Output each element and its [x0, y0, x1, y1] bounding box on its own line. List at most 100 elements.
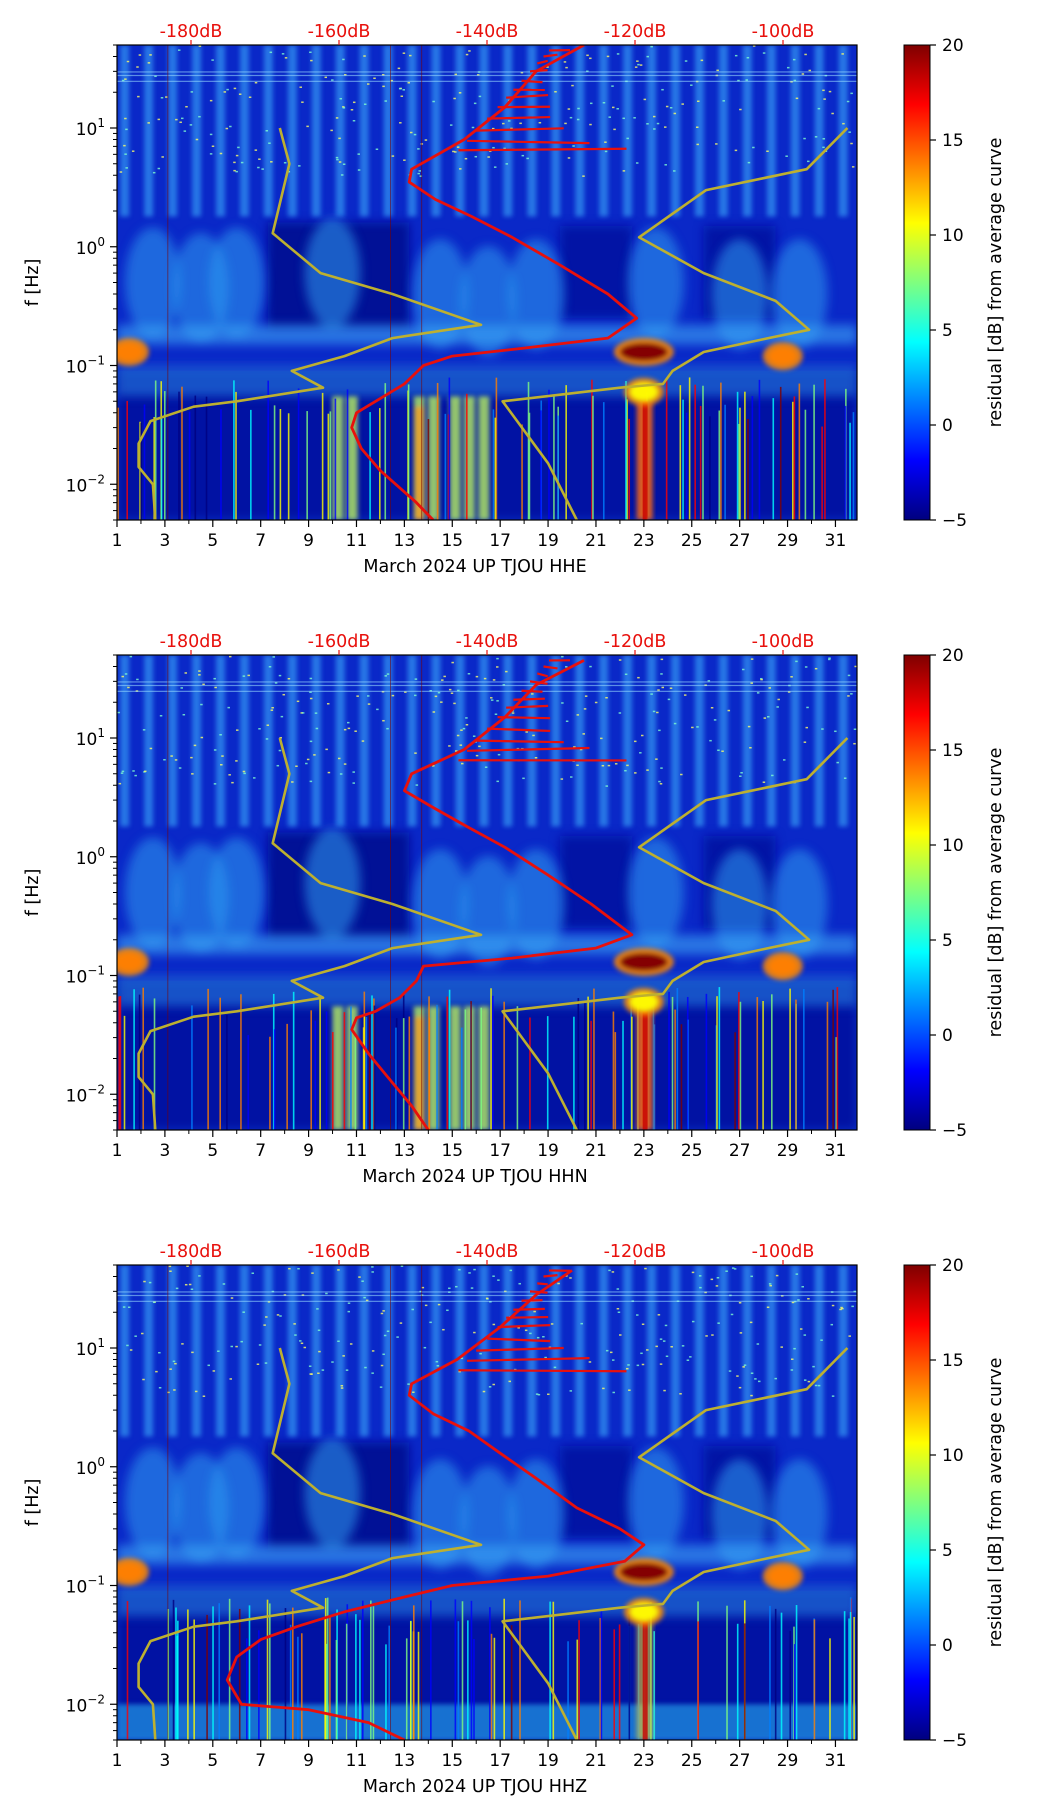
colorbar-gradient	[903, 654, 931, 1131]
x-tick-label: 29	[777, 531, 799, 551]
x-tick-label: 21	[585, 1141, 607, 1161]
colorbar-tick-label: −5	[942, 1731, 967, 1751]
hot-spot	[117, 947, 149, 976]
x-tick-label: 7	[255, 531, 266, 551]
y-tick-label: 101	[76, 116, 105, 140]
y-tick-label: 10−2	[66, 472, 105, 496]
x-tick-label: 25	[681, 1141, 703, 1161]
olive-curve-right	[501, 737, 849, 1130]
x-tick-label: 19	[537, 1141, 559, 1161]
red-curve-fringe	[458, 1269, 627, 1373]
hot-spot	[613, 947, 674, 976]
x-tick-label: 15	[441, 531, 463, 551]
hot-spot	[762, 952, 803, 981]
x-tick-label: 29	[777, 1751, 799, 1771]
x-axis-label: March 2024 UP TJOU HHE	[363, 557, 586, 577]
x-tick-label: 27	[729, 1141, 751, 1161]
colorbar-tick-label: 5	[942, 1541, 953, 1561]
panel-hhz: 1 3 5 7 9 11 13 15 17 19 21 23 25 27 29 31-180dB -160dB -…	[23, 1242, 1006, 1797]
x-tick-label: 19	[537, 531, 559, 551]
hot-spot	[623, 1597, 664, 1626]
colorbar: 20 15 10 5 0 −5 residual [dB] from average cur…	[903, 646, 1006, 1141]
x-tick-label: 7	[255, 1751, 266, 1771]
colorbar-tick-label: 15	[942, 131, 964, 151]
colorbar-tick-label: −5	[942, 511, 967, 531]
top-axis-label: -100dB	[752, 632, 815, 652]
top-axis-label: -160dB	[308, 632, 371, 652]
red-curve-fringe	[458, 659, 627, 762]
spectrogram	[117, 45, 857, 520]
y-tick-label: 100	[76, 1455, 105, 1479]
top-axis-label: -180dB	[160, 1242, 223, 1262]
hot-spot	[613, 337, 674, 366]
olive-curve-right	[501, 127, 849, 520]
y-tick-label: 101	[76, 726, 105, 750]
colorbar-tick-label: 0	[942, 416, 953, 436]
colorbar-tick-label: 0	[942, 1026, 953, 1046]
colorbar-label: residual [dB] from average curve	[986, 748, 1006, 1038]
y-tick-label: 100	[76, 845, 105, 869]
y-tick-label: 10−2	[66, 1082, 105, 1106]
colorbar-tick-label: 0	[942, 1636, 953, 1656]
x-tick-label: 19	[537, 1751, 559, 1771]
x-tick-label: 11	[346, 531, 368, 551]
top-axis-label: -140dB	[456, 22, 519, 42]
y-tick-label: 100	[76, 235, 105, 259]
x-tick-label: 1	[112, 1751, 123, 1771]
top-axis-label: -180dB	[160, 22, 223, 42]
hot-spot	[623, 377, 664, 406]
x-tick-label: 23	[633, 531, 655, 551]
top-axis-label: -120dB	[604, 22, 667, 42]
x-tick-label: 15	[441, 1141, 463, 1161]
x-tick-label: 17	[489, 1751, 511, 1771]
top-axis-label: -140dB	[456, 1242, 519, 1262]
colorbar-tick-label: 20	[942, 36, 964, 56]
x-tick-label: 3	[159, 531, 170, 551]
top-axis-label: -120dB	[604, 1242, 667, 1262]
y-axis-label: f [Hz]	[23, 259, 43, 307]
x-tick-label: 25	[681, 1751, 703, 1771]
olive-curve-left	[137, 737, 483, 1130]
x-tick-label: 5	[207, 1751, 218, 1771]
x-tick-label: 9	[303, 531, 314, 551]
spectrogram	[117, 1265, 857, 1740]
colorbar-tick-label: 20	[942, 646, 964, 666]
x-tick-label: 7	[255, 1141, 266, 1161]
x-tick-label: 5	[207, 1141, 218, 1161]
colorbar-tick-label: 10	[942, 226, 964, 246]
colorbar-label: residual [dB] from average curve	[986, 138, 1006, 428]
top-axis-label: -120dB	[604, 632, 667, 652]
x-tick-label: 13	[394, 1751, 416, 1771]
colorbar-tick-label: 5	[942, 931, 953, 951]
colorbar-tick-label: 20	[942, 1256, 964, 1276]
x-tick-label: 1	[112, 531, 123, 551]
x-tick-label: 31	[825, 531, 847, 551]
x-tick-label: 13	[394, 1141, 416, 1161]
olive-curve-left	[137, 127, 483, 520]
hot-spot	[762, 1562, 803, 1591]
x-tick-label: 11	[346, 1141, 368, 1161]
red-curve-fringe	[458, 49, 627, 152]
colorbar-tick-label: 5	[942, 321, 953, 341]
x-tick-label: 15	[441, 1751, 463, 1771]
hot-spot	[613, 1557, 674, 1586]
y-axis-label: f [Hz]	[23, 869, 43, 917]
x-tick-label: 29	[777, 1141, 799, 1161]
y-tick-label: 10−2	[66, 1692, 105, 1716]
x-tick-label: 25	[681, 531, 703, 551]
red-curve	[350, 659, 634, 1130]
y-tick-label: 101	[76, 1336, 105, 1360]
hot-spot	[623, 987, 664, 1016]
colorbar: 20 15 10 5 0 −5 residual [dB] from average cur…	[903, 36, 1006, 531]
colorbar-label: residual [dB] from average curve	[986, 1358, 1006, 1648]
x-tick-label: 23	[633, 1141, 655, 1161]
x-tick-label: 13	[394, 531, 416, 551]
x-axis-label: March 2024 UP TJOU HHN	[362, 1167, 587, 1187]
x-tick-label: 23	[633, 1751, 655, 1771]
top-axis-label: -180dB	[160, 632, 223, 652]
colorbar-tick-label: 15	[942, 1351, 964, 1371]
hot-spot	[117, 337, 149, 366]
colorbar: 20 15 10 5 0 −5 residual [dB] from average cur…	[903, 1256, 1006, 1751]
top-axis-label: -140dB	[456, 632, 519, 652]
